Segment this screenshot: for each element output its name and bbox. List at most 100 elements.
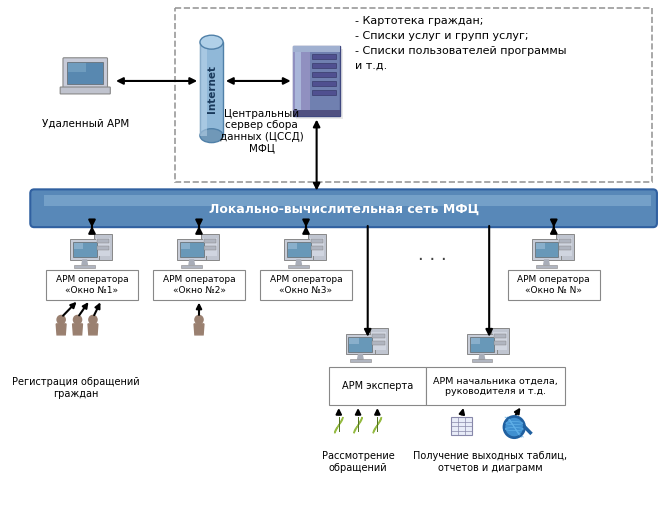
Bar [284,239,313,260]
Bar [471,338,480,343]
Text: Получение выходных таблиц,
отчетов и диаграмм: Получение выходных таблиц, отчетов и диа… [413,451,567,472]
Polygon shape [82,260,87,265]
Bar [67,62,103,84]
Bar [370,328,388,355]
Polygon shape [335,417,343,433]
Bar [293,46,340,116]
Bar [70,239,99,260]
Circle shape [505,417,524,437]
Bar [177,239,206,260]
Polygon shape [73,324,83,335]
Bar [312,90,336,95]
Polygon shape [88,324,98,335]
Bar [74,243,83,249]
Polygon shape [374,417,382,433]
Bar [293,46,340,52]
Bar [288,265,309,268]
Bar [558,237,572,256]
Bar [293,110,340,116]
Bar [350,359,371,362]
Bar [494,334,506,338]
Bar [46,270,138,300]
Ellipse shape [200,35,223,49]
Bar [200,42,207,136]
Bar [293,46,309,116]
Text: Центральный
сервер сбора
данных (ЦССД)
МФЦ: Центральный сервер сбора данных (ЦССД) М… [220,109,303,154]
Bar [200,42,223,136]
Bar [556,233,574,260]
Bar [426,368,566,405]
FancyBboxPatch shape [60,87,110,94]
Text: АРМ оператора
«Окно № N»: АРМ оператора «Окно № N» [518,275,590,295]
Bar [73,242,97,257]
Circle shape [73,316,81,324]
Bar [451,417,472,435]
Text: АРМ оператора
«Окно №1»: АРМ оператора «Окно №1» [55,275,128,295]
Bar [295,48,301,114]
Bar [312,63,336,68]
Bar [348,337,372,352]
FancyBboxPatch shape [63,58,107,88]
Bar [470,337,494,352]
Bar [472,359,492,362]
Bar [558,240,571,244]
Text: Регистрация обращений
граждан: Регистрация обращений граждан [12,377,139,399]
Text: АРМ оператора
«Окно №3»: АРМ оператора «Окно №3» [269,275,342,295]
Polygon shape [354,417,362,433]
Bar [372,341,385,345]
Text: Локально-вычислительная сеть МФЦ: Локально-вычислительная сеть МФЦ [209,203,479,216]
Bar [181,243,190,249]
Bar [44,195,651,206]
Bar [346,334,375,355]
Text: Internet: Internet [207,65,217,113]
Bar [96,237,110,256]
Bar [260,270,352,300]
Bar [203,246,216,250]
Polygon shape [544,260,549,265]
Bar [493,332,508,351]
Circle shape [57,316,65,324]
Bar [308,233,326,260]
Bar [180,242,203,257]
Text: Рассмотрение
обращений: Рассмотрение обращений [321,451,394,472]
Polygon shape [479,355,485,359]
Polygon shape [358,355,363,359]
Bar [558,246,571,250]
Polygon shape [56,324,66,335]
Bar [532,239,561,260]
Ellipse shape [200,128,223,142]
Bar [350,338,359,343]
Bar [372,332,386,351]
Bar [203,240,216,244]
Bar [467,334,496,355]
Bar [309,237,324,256]
Polygon shape [296,260,301,265]
Bar [312,72,336,77]
Text: АРМ эксперта: АРМ эксперта [342,381,413,391]
Bar [494,341,506,345]
Bar [329,368,426,405]
FancyBboxPatch shape [30,189,657,227]
Text: Удаленный АРМ: Удаленный АРМ [41,119,129,128]
Bar [201,233,219,260]
Circle shape [195,316,203,324]
Bar [75,265,95,268]
Bar [153,270,245,300]
Bar [312,54,336,59]
FancyBboxPatch shape [296,49,343,119]
Text: АРМ оператора
«Окно №2»: АРМ оператора «Окно №2» [163,275,235,295]
Bar [287,242,311,257]
Text: . . .: . . . [418,246,447,264]
Bar [491,328,510,355]
Bar [312,81,336,86]
Bar [97,240,109,244]
Circle shape [89,316,97,324]
Text: АРМ начальника отдела,
руководителя и т.д.: АРМ начальника отдела, руководителя и т.… [433,377,558,396]
Bar [94,233,112,260]
Polygon shape [194,324,204,335]
Bar [203,237,217,256]
Bar [68,63,86,72]
Text: - Картотека граждан;
- Списки услуг и групп услуг;
- Списки пользователей програ: - Картотека граждан; - Списки услуг и гр… [356,16,567,71]
Polygon shape [189,260,194,265]
Bar [534,242,558,257]
